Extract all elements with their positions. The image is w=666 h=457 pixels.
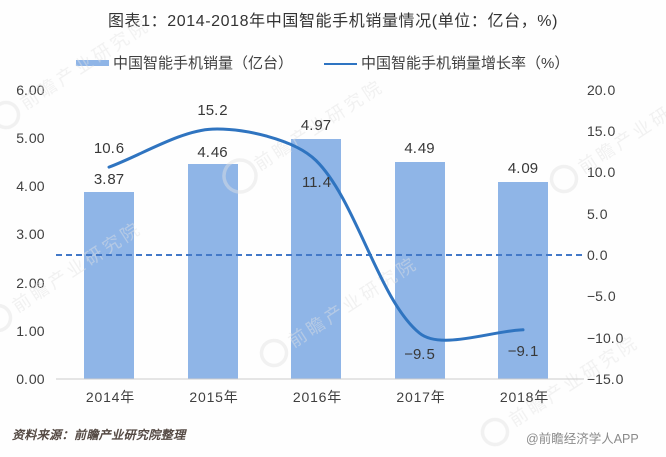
- svg-text:前瞻产业研究院: 前瞻产业研究院: [9, 218, 146, 317]
- svg-text:前瞻产业研究院: 前瞻产业研究院: [575, 79, 666, 178]
- svg-text:前瞻产业研究院: 前瞻产业研究院: [17, 15, 154, 114]
- svg-text:前瞻产业研究院: 前瞻产业研究院: [285, 253, 422, 352]
